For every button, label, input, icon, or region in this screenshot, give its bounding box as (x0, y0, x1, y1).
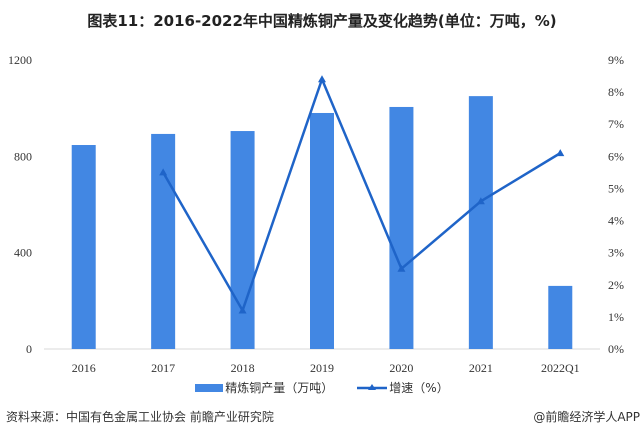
line-growth (162, 75, 561, 314)
triangle-marker-icon (159, 168, 168, 176)
bar-production (310, 112, 334, 349)
bar-production (230, 131, 255, 349)
y-right-tick: 7% (608, 117, 624, 131)
y-left-tick: 400 (14, 246, 32, 260)
y-right-tick: 1% (608, 310, 624, 324)
y-right-tick: 3% (608, 246, 624, 260)
triangle-marker-icon (318, 75, 326, 83)
chart-title: 图表11：2016-2022年中国精炼铜产量及变化趋势(单位：万吨，%) (87, 12, 557, 30)
y-left-tick: 800 (14, 149, 32, 163)
x-tick: 2017 (151, 361, 175, 375)
legend-item-growth: 增速（%） (357, 379, 449, 396)
y-right-tick: 9% (608, 53, 624, 67)
x-tick: 2021 (469, 361, 493, 375)
y-right-tick: 0% (608, 342, 624, 356)
y-right-tick: 4% (608, 214, 624, 228)
triangle-marker-icon (476, 197, 485, 205)
legend-item-production: 精炼铜产量（万吨） (195, 379, 333, 396)
legend-label-growth: 增速（%） (389, 381, 449, 395)
y-right-tick: 2% (608, 278, 624, 292)
y-left-tick: 0 (26, 342, 32, 356)
line-triangle-marker-icon (357, 383, 388, 390)
y-right-tick: 6% (608, 149, 624, 163)
bar-production (468, 96, 493, 349)
source-note: 资料来源：中国有色金属工业协会 前瞻产业研究院 (6, 410, 274, 424)
legend-label-production: 精炼铜产量（万吨） (225, 381, 334, 395)
x-tick: 2019 (310, 361, 334, 375)
bar-production (389, 106, 414, 350)
bar-swatch-icon (195, 383, 224, 392)
triangle-marker-icon (238, 306, 247, 314)
bar-production (548, 285, 573, 349)
y-right-tick: 8% (608, 85, 624, 99)
bar-production (151, 133, 176, 349)
chart-plot: 0 400 800 1200 0% 1% 2% 3% 4% 5% 6% 7% 8% 9% 2016 2017 2… (8, 53, 624, 375)
legend: 精炼铜产量（万吨） 增速（%） (0, 379, 644, 396)
y-left-tick: 1200 (8, 53, 32, 67)
x-tick: 2016 (72, 361, 96, 375)
x-tick: 2020 (389, 361, 413, 375)
x-tick: 2018 (231, 361, 255, 375)
bar-production (71, 145, 96, 349)
x-tick: 2022Q1 (541, 361, 580, 375)
brand-credit: @前瞻经济学人APP (533, 410, 640, 424)
triangle-marker-icon (397, 264, 406, 272)
triangle-marker-icon (556, 149, 565, 157)
y-right-tick: 5% (608, 181, 624, 195)
